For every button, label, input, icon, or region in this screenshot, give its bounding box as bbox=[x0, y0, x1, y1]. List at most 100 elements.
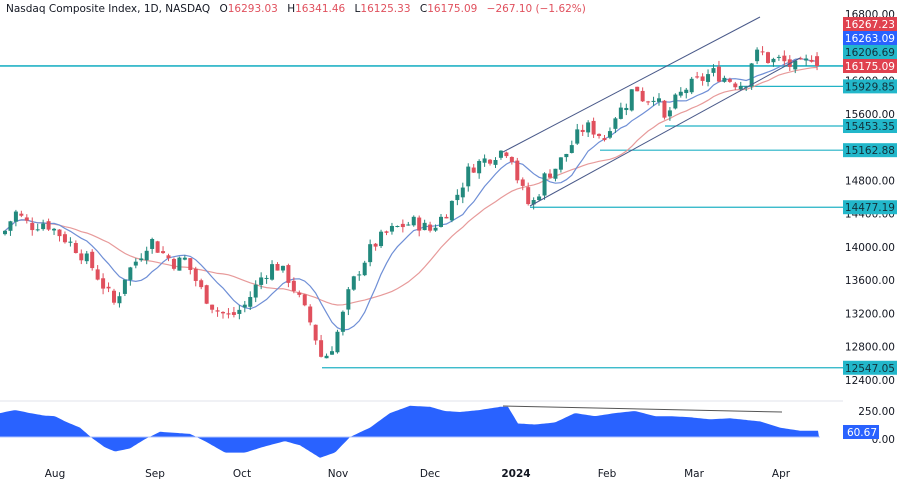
candle-body bbox=[526, 187, 531, 205]
channel-upper-line[interactable] bbox=[502, 16, 761, 153]
candle bbox=[466, 163, 471, 192]
candle bbox=[624, 103, 629, 116]
candle bbox=[760, 46, 765, 56]
candle-body bbox=[171, 258, 176, 269]
candle bbox=[62, 231, 67, 244]
candle-body bbox=[204, 285, 209, 304]
time-axis[interactable]: Aug Sep Oct Nov Dec 2024 Feb Mar Apr bbox=[45, 468, 791, 480]
candle-body bbox=[133, 261, 138, 266]
time-label-sep: Sep bbox=[145, 468, 165, 480]
candle-body bbox=[335, 331, 340, 353]
price-tag-16175-09[interactable]: 16175.09 bbox=[843, 59, 897, 73]
candle-body bbox=[471, 167, 476, 173]
time-label-feb: Feb bbox=[598, 468, 617, 480]
candle bbox=[373, 242, 378, 251]
candlesticks bbox=[3, 46, 820, 359]
candle-body bbox=[242, 304, 247, 308]
candle-body bbox=[139, 258, 144, 261]
price-tag-16206-69[interactable]: 16206.69 bbox=[843, 45, 897, 59]
candle bbox=[449, 200, 454, 223]
candle-body bbox=[444, 216, 449, 219]
candle-body bbox=[215, 310, 220, 312]
candle bbox=[144, 246, 149, 265]
candle bbox=[291, 277, 296, 294]
candle-body bbox=[706, 74, 711, 82]
candle bbox=[150, 237, 155, 254]
candle-body bbox=[35, 229, 40, 231]
price-axis[interactable]: 16800.0016400.0016000.0015600.0014800.00… bbox=[843, 9, 897, 387]
candle-body bbox=[428, 224, 433, 231]
candle-body bbox=[389, 225, 394, 232]
candle-body bbox=[809, 59, 814, 62]
candle bbox=[782, 50, 787, 66]
low-value: 16125.33 bbox=[360, 3, 411, 15]
candle-body bbox=[52, 228, 57, 231]
ascending-channel[interactable] bbox=[502, 16, 801, 207]
candle bbox=[8, 220, 13, 236]
candle bbox=[613, 116, 618, 134]
candle-body bbox=[662, 100, 667, 118]
price-tag-label: 14477.19 bbox=[845, 202, 895, 214]
candle-body bbox=[221, 311, 225, 314]
candle-body bbox=[19, 213, 24, 216]
price-tag-14477-19[interactable]: 14477.19 bbox=[843, 200, 897, 215]
candle-body bbox=[722, 77, 727, 82]
candle bbox=[139, 253, 144, 262]
price-tag-bg bbox=[843, 200, 897, 215]
candle bbox=[586, 120, 591, 138]
price-tag-12547-05[interactable]: 12547.05 bbox=[843, 360, 897, 375]
price-tag-label: 16263.09 bbox=[845, 33, 895, 45]
price-tag-16267-23[interactable]: 16267.23 bbox=[843, 17, 897, 31]
candle-body bbox=[515, 160, 520, 181]
symbol-title[interactable]: Nasdaq Composite Index, 1D, NASDAQ bbox=[6, 3, 211, 15]
candle-body bbox=[749, 63, 754, 87]
candle-body bbox=[711, 68, 716, 73]
oscillator-pane bbox=[0, 405, 820, 458]
price-tag-bg bbox=[843, 360, 897, 375]
price-tag-bg bbox=[843, 143, 897, 158]
candle bbox=[515, 157, 520, 184]
candle-body bbox=[793, 60, 798, 70]
candle-body bbox=[575, 129, 580, 144]
candle bbox=[635, 86, 640, 92]
price-tag-label: 16267.23 bbox=[845, 19, 895, 31]
candle bbox=[716, 60, 721, 83]
candle-body bbox=[291, 280, 296, 291]
candle bbox=[618, 102, 623, 120]
candle bbox=[389, 222, 394, 235]
candle bbox=[95, 265, 100, 281]
candle-body bbox=[357, 274, 362, 276]
oscillator-value-tag[interactable]: 60.67 bbox=[843, 425, 879, 439]
price-tag-bg bbox=[843, 31, 897, 45]
time-label-nov: Nov bbox=[328, 468, 349, 480]
candle-body bbox=[618, 107, 623, 119]
price-tag-15929-85[interactable]: 15929.85 bbox=[843, 79, 897, 94]
candle bbox=[646, 100, 651, 106]
candle-body bbox=[678, 91, 683, 96]
candle bbox=[662, 99, 667, 120]
candle bbox=[542, 172, 547, 200]
candle bbox=[330, 346, 334, 355]
candle bbox=[319, 334, 324, 358]
candle-body bbox=[3, 230, 7, 235]
price-tag-15162-88[interactable]: 15162.88 bbox=[843, 143, 897, 158]
candle bbox=[264, 275, 269, 284]
candle bbox=[411, 215, 416, 227]
candle-body bbox=[449, 200, 454, 221]
candle-body bbox=[586, 122, 591, 133]
channel-lower-line[interactable] bbox=[529, 57, 801, 207]
candle-body bbox=[46, 221, 51, 230]
candle bbox=[362, 260, 367, 277]
oscillator-trendline[interactable] bbox=[502, 405, 783, 413]
candle-body bbox=[210, 304, 215, 310]
candle bbox=[193, 266, 198, 287]
candle bbox=[68, 237, 73, 247]
price-tag-label: 15162.88 bbox=[845, 145, 895, 157]
candle bbox=[531, 197, 536, 210]
candle bbox=[471, 163, 476, 173]
price-tag-16263-09[interactable]: 16263.09 bbox=[843, 31, 897, 45]
price-tag-15453-35[interactable]: 15453.35 bbox=[843, 119, 897, 133]
candle bbox=[384, 230, 389, 236]
